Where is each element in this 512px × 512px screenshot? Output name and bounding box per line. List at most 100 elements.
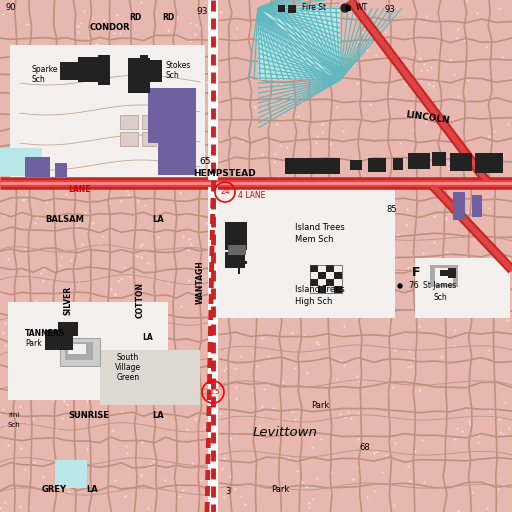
- Polygon shape: [218, 188, 395, 318]
- Text: Green: Green: [116, 373, 140, 382]
- Bar: [238, 256, 240, 274]
- Text: 85: 85: [387, 205, 397, 215]
- Text: LA: LA: [152, 215, 164, 224]
- Bar: [60, 62, 88, 80]
- Text: 93: 93: [385, 6, 395, 14]
- Bar: [318, 279, 326, 286]
- Bar: [68, 344, 86, 354]
- Bar: [440, 270, 448, 276]
- Bar: [475, 153, 503, 173]
- Bar: [45, 330, 73, 350]
- Bar: [142, 132, 156, 146]
- Text: LA: LA: [143, 333, 154, 343]
- Bar: [448, 268, 456, 278]
- Text: Island Trees: Island Trees: [295, 224, 345, 232]
- Bar: [25, 157, 50, 177]
- Bar: [120, 115, 138, 129]
- Bar: [432, 152, 446, 166]
- Bar: [368, 158, 386, 172]
- Text: 24: 24: [220, 187, 230, 197]
- Bar: [78, 57, 98, 82]
- Text: Mem Sch: Mem Sch: [295, 236, 333, 245]
- Bar: [334, 286, 342, 293]
- Text: CONDOR: CONDOR: [90, 24, 131, 32]
- Bar: [162, 115, 176, 129]
- Text: Sch: Sch: [32, 75, 46, 84]
- Polygon shape: [10, 45, 205, 183]
- Bar: [225, 222, 247, 250]
- Circle shape: [341, 4, 349, 12]
- Bar: [55, 460, 87, 488]
- Bar: [225, 252, 245, 268]
- Bar: [334, 265, 342, 272]
- Text: rini: rini: [8, 412, 19, 418]
- Bar: [231, 261, 247, 264]
- Bar: [140, 55, 148, 70]
- Bar: [228, 245, 246, 255]
- Text: LA: LA: [152, 411, 164, 419]
- Polygon shape: [258, 8, 340, 80]
- Text: HEMPSTEAD: HEMPSTEAD: [194, 169, 257, 179]
- Text: 115: 115: [206, 389, 220, 395]
- Text: Park: Park: [25, 338, 42, 348]
- Bar: [65, 342, 93, 360]
- Bar: [120, 132, 138, 146]
- Bar: [142, 115, 156, 129]
- Text: LINCOLN: LINCOLN: [406, 111, 451, 125]
- Bar: [326, 279, 334, 286]
- Text: Sch: Sch: [165, 72, 179, 80]
- Text: TANNERS: TANNERS: [25, 329, 65, 337]
- Bar: [326, 265, 334, 272]
- Text: 90: 90: [6, 3, 16, 11]
- Bar: [450, 153, 472, 171]
- Text: SUNRISE: SUNRISE: [68, 411, 109, 419]
- Text: ■: ■: [345, 5, 351, 11]
- Bar: [0, 148, 42, 176]
- Bar: [393, 158, 403, 170]
- Polygon shape: [8, 302, 168, 400]
- Text: High Sch: High Sch: [295, 297, 332, 307]
- Bar: [318, 265, 326, 272]
- Bar: [326, 286, 334, 293]
- Bar: [435, 268, 453, 284]
- Text: Fire St: Fire St: [302, 4, 326, 12]
- Text: 76: 76: [408, 281, 419, 289]
- Text: BALSAM: BALSAM: [46, 215, 84, 224]
- Text: 93: 93: [196, 8, 208, 16]
- Text: RD: RD: [129, 13, 141, 23]
- Bar: [55, 163, 67, 177]
- Text: Stokes: Stokes: [165, 61, 190, 71]
- Polygon shape: [100, 350, 200, 405]
- Text: 4 LANE: 4 LANE: [238, 191, 265, 201]
- Text: RD: RD: [162, 13, 174, 23]
- Bar: [310, 265, 318, 272]
- Bar: [334, 279, 342, 286]
- Bar: [408, 153, 430, 169]
- Bar: [310, 272, 318, 279]
- Text: LANE: LANE: [68, 185, 91, 195]
- Bar: [128, 58, 150, 93]
- Bar: [350, 160, 362, 170]
- Text: St James: St James: [423, 281, 457, 289]
- Text: F: F: [412, 266, 420, 279]
- Polygon shape: [415, 258, 510, 318]
- Text: Park: Park: [311, 400, 329, 410]
- Text: SILVER: SILVER: [63, 285, 73, 314]
- Bar: [60, 338, 100, 366]
- Bar: [472, 195, 482, 217]
- Text: COTTON: COTTON: [136, 282, 144, 318]
- Text: WANTAGH: WANTAGH: [196, 260, 204, 304]
- Bar: [285, 158, 340, 174]
- Bar: [430, 265, 458, 287]
- Text: Park: Park: [271, 485, 289, 495]
- Bar: [318, 272, 326, 279]
- Bar: [158, 143, 196, 175]
- Bar: [98, 55, 110, 85]
- Bar: [150, 60, 162, 82]
- Text: 65: 65: [199, 158, 211, 166]
- Text: GREY: GREY: [42, 485, 67, 495]
- Text: Levittown: Levittown: [252, 426, 317, 439]
- Bar: [326, 272, 334, 279]
- Text: 3: 3: [225, 487, 231, 497]
- Text: LA: LA: [86, 485, 98, 495]
